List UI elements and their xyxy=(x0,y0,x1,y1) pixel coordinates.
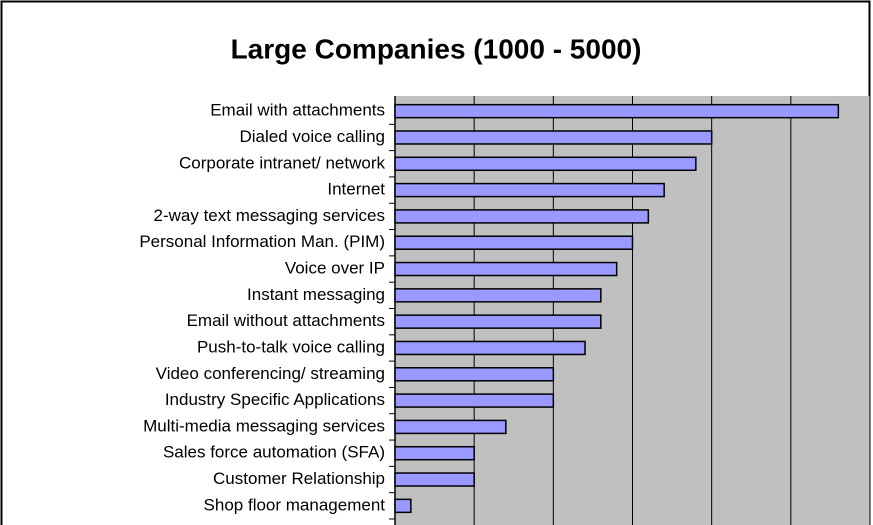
chart-title: Large Companies (1000 - 5000) xyxy=(231,33,642,64)
bar xyxy=(394,261,618,277)
y-tick-label: Multi-media messaging services xyxy=(143,416,385,435)
y-tick-label: Dialed voice calling xyxy=(239,127,385,146)
bar xyxy=(394,498,412,514)
y-tick-label: Personal Information Man. (PIM) xyxy=(139,232,385,251)
y-tick-label: Industry Specific Applications xyxy=(165,390,385,409)
bar xyxy=(394,103,840,119)
y-tick-label: Customer Relationship xyxy=(213,469,385,488)
bar xyxy=(394,182,665,198)
bar xyxy=(394,340,586,356)
bar xyxy=(394,130,713,145)
bar xyxy=(394,472,475,487)
y-tick-label: 2-way text messaging services xyxy=(154,206,385,225)
bar xyxy=(394,156,697,172)
y-tick-label: Email with attachments xyxy=(210,101,385,120)
y-tick-label: Voice over IP xyxy=(285,259,385,278)
y-tick-label: Shop floor management xyxy=(204,495,386,514)
bar xyxy=(394,288,602,303)
bar xyxy=(394,367,555,382)
y-tick-label: Sales force automation (SFA) xyxy=(163,443,385,462)
bar xyxy=(394,209,650,224)
y-tick-label: Email without attachments xyxy=(187,311,385,330)
y-tick-label: Video conferencing/ streaming xyxy=(156,364,385,383)
bar xyxy=(394,445,475,461)
y-tick-label: Corporate intranet/ network xyxy=(179,153,385,172)
bar xyxy=(394,419,507,435)
bar xyxy=(394,314,602,329)
bar xyxy=(394,393,555,408)
y-tick-label: Internet xyxy=(327,180,385,199)
bar xyxy=(394,235,634,250)
y-tick-label: Push-to-talk voice calling xyxy=(197,337,385,356)
y-tick-label: Instant messaging xyxy=(247,285,385,304)
